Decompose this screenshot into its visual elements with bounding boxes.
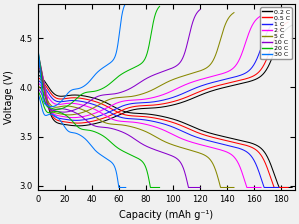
X-axis label: Capacity (mAh g⁻¹): Capacity (mAh g⁻¹) <box>119 210 213 220</box>
Y-axis label: Voltage (V): Voltage (V) <box>4 70 14 124</box>
Legend: 0.2 C, 0.5 C, 1 C, 2 C, 5 C, 10 C, 20 C, 30 C: 0.2 C, 0.5 C, 1 C, 2 C, 5 C, 10 C, 20 C,… <box>260 7 292 59</box>
